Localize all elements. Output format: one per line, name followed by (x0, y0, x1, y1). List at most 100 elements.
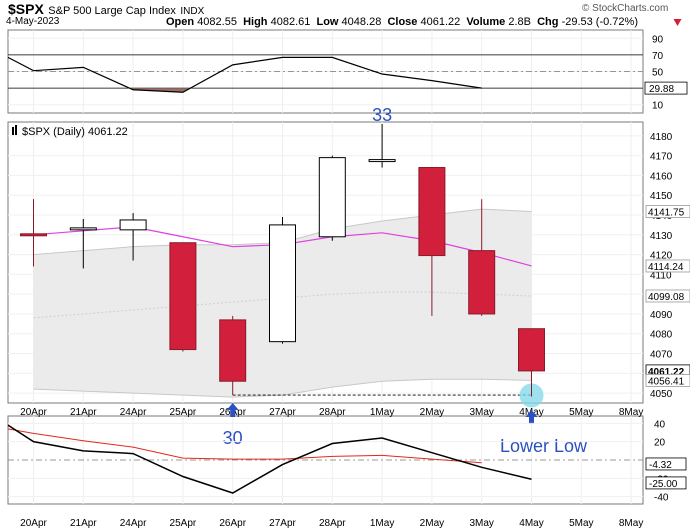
price-tick-label: 4160 (650, 171, 673, 182)
top-oversold-fill (129, 88, 191, 93)
price-value-tag (645, 374, 690, 387)
bottom-value-label: -4.32 (649, 460, 672, 471)
annotation-30: 30 (223, 428, 243, 448)
price-value-label: 4099.08 (648, 292, 685, 303)
x-axis-label: 27Apr (269, 407, 296, 418)
bottom-value-label: -25.00 (649, 479, 678, 490)
candle-body (69, 227, 97, 231)
candle (318, 155, 346, 241)
candle (219, 315, 247, 396)
candle (468, 199, 496, 316)
x-axis-label-bottom: 5May (569, 518, 593, 529)
top-tick-label: 10 (652, 101, 664, 112)
chart-header: $SPX S&P 500 Large Cap Index INDX © Stoc… (0, 0, 690, 30)
bottom-tick-label: -40 (654, 493, 669, 504)
price-tick-label: 4180 (650, 132, 673, 143)
price-value-tag (645, 259, 690, 273)
watermark: © StockCharts.com (582, 3, 669, 14)
symbol: $SPX (8, 1, 44, 17)
candle-body (20, 233, 47, 237)
price-tick-label: 4170 (650, 152, 673, 163)
x-axis-label-bottom: 27Apr (269, 518, 296, 529)
bottom-main-line (7, 424, 532, 494)
quote-date: 4-May-2023 (6, 16, 60, 27)
chg-label: Chg (537, 16, 559, 28)
price-panel-title: $SPX (Daily) 4061.22 (22, 126, 128, 138)
candle (518, 328, 545, 397)
x-axis-label-bottom: 4May (519, 518, 543, 529)
price-band-lower (33, 378, 532, 398)
price-tick-label: 4070 (650, 350, 673, 361)
high-label: High (243, 16, 268, 28)
candle (269, 216, 296, 344)
top-tick-label: 90 (652, 34, 664, 45)
arrow-up-icon (525, 410, 538, 424)
arrow-up-icon-shape (226, 403, 239, 417)
arrow-up-icon-shape (525, 410, 538, 424)
top-indicator-line (7, 56, 482, 93)
price-value-label: 4114.24 (648, 262, 684, 273)
top-last-value-tag (644, 81, 688, 95)
annotation-33: 33 (372, 105, 392, 125)
top-tick-label: 50 (652, 68, 664, 79)
candle (20, 199, 47, 267)
x-axis-label: 25Apr (170, 407, 197, 418)
price-tick-label: 4150 (650, 191, 673, 202)
close-value: 4061.22 (420, 16, 461, 28)
x-axis-label-bottom: 1May (370, 518, 394, 529)
x-axis-label-bottom: 28Apr (319, 518, 346, 529)
candle-body (169, 242, 197, 351)
chg-value: -29.53 (-0.72%) (561, 16, 638, 28)
down-triangle-icon (673, 19, 682, 26)
candle (119, 213, 147, 261)
legend-bar-icon (12, 127, 14, 135)
open-value: 4082.55 (197, 16, 237, 28)
candle-body (418, 167, 446, 257)
x-axis-label-bottom: 2May (420, 518, 444, 529)
low-label: Low (316, 16, 339, 28)
x-axis-label: 5May (569, 407, 593, 418)
quote-line: Open 4082.55 High 4082.61 Low 4048.28 Cl… (166, 16, 638, 28)
bottom-tick-label: 20 (654, 438, 666, 449)
candle (169, 242, 197, 352)
arrow-up-icon (226, 403, 239, 417)
price-value-label: 4056.41 (648, 376, 685, 387)
candle-body (318, 157, 346, 238)
x-axis-label: 28Apr (319, 407, 346, 418)
candle-body (219, 319, 247, 382)
candle (69, 218, 97, 269)
price-value-label: 4141.75 (648, 208, 685, 219)
x-axis-label-bottom: 24Apr (120, 518, 147, 529)
x-axis-label: 20Apr (20, 407, 47, 418)
x-axis-label-bottom: 21Apr (70, 518, 97, 529)
price-tick-label: 4120 (650, 251, 673, 262)
x-axis-label: 21Apr (70, 407, 97, 418)
exchange: INDX (180, 6, 205, 17)
x-axis-label: 3May (469, 407, 493, 418)
annotation-lower-low: Lower Low (500, 436, 588, 456)
price-tick-label: 4080 (650, 330, 673, 341)
volume-value: 2.8B (508, 16, 531, 28)
open-label: Open (166, 16, 195, 28)
x-axis-label: 24Apr (120, 407, 147, 418)
low-value: 4048.28 (341, 16, 382, 28)
bottom-signal-line (7, 428, 482, 464)
x-axis-label: 1May (370, 407, 394, 418)
high-value: 4082.61 (270, 16, 311, 28)
bottom-tick-label: 40 (654, 419, 666, 430)
candle-body (368, 159, 396, 163)
x-axis-label-bottom: 20Apr (20, 518, 47, 529)
candle-body (119, 219, 147, 231)
bottom-value-tag (645, 476, 687, 490)
x-axis-label-bottom: 8May (619, 518, 643, 529)
price-tick-label: 4090 (650, 310, 673, 321)
price-tick-label: 4110 (650, 270, 672, 281)
index-name: S&P 500 Large Cap Index (48, 5, 176, 17)
price-tick-label: 4050 (650, 389, 673, 400)
close-label: Close (387, 16, 418, 28)
symbol-title: $SPX S&P 500 Large Cap Index INDX (8, 1, 204, 19)
x-axis-label-bottom: 26Apr (219, 518, 246, 529)
x-axis-label-bottom: 3May (469, 518, 493, 529)
candle-body (468, 250, 496, 315)
